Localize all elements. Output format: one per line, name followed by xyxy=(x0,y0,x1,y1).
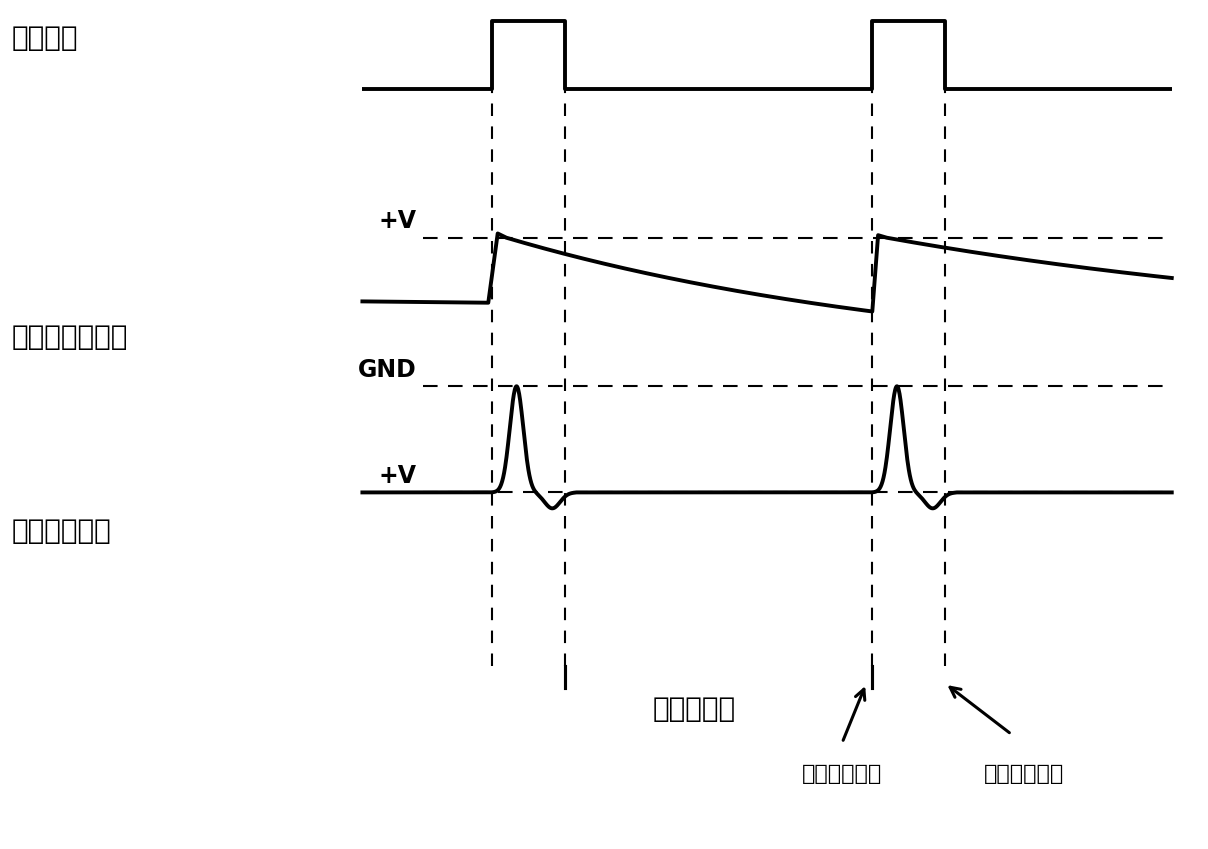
Text: 地址脉冲: 地址脉冲 xyxy=(12,25,79,52)
Text: +V: +V xyxy=(379,464,417,488)
Text: GND: GND xyxy=(358,358,417,382)
Text: +V: +V xyxy=(379,210,417,233)
Text: 读出结束时刻: 读出结束时刻 xyxy=(983,764,1064,784)
Text: 输出信号电压: 输出信号电压 xyxy=(12,517,112,544)
Text: 光电二极管电压: 光电二极管电压 xyxy=(12,323,128,351)
Text: 读出开始时刻: 读出开始时刻 xyxy=(802,764,882,784)
Text: 光积分周期: 光积分周期 xyxy=(652,695,736,722)
